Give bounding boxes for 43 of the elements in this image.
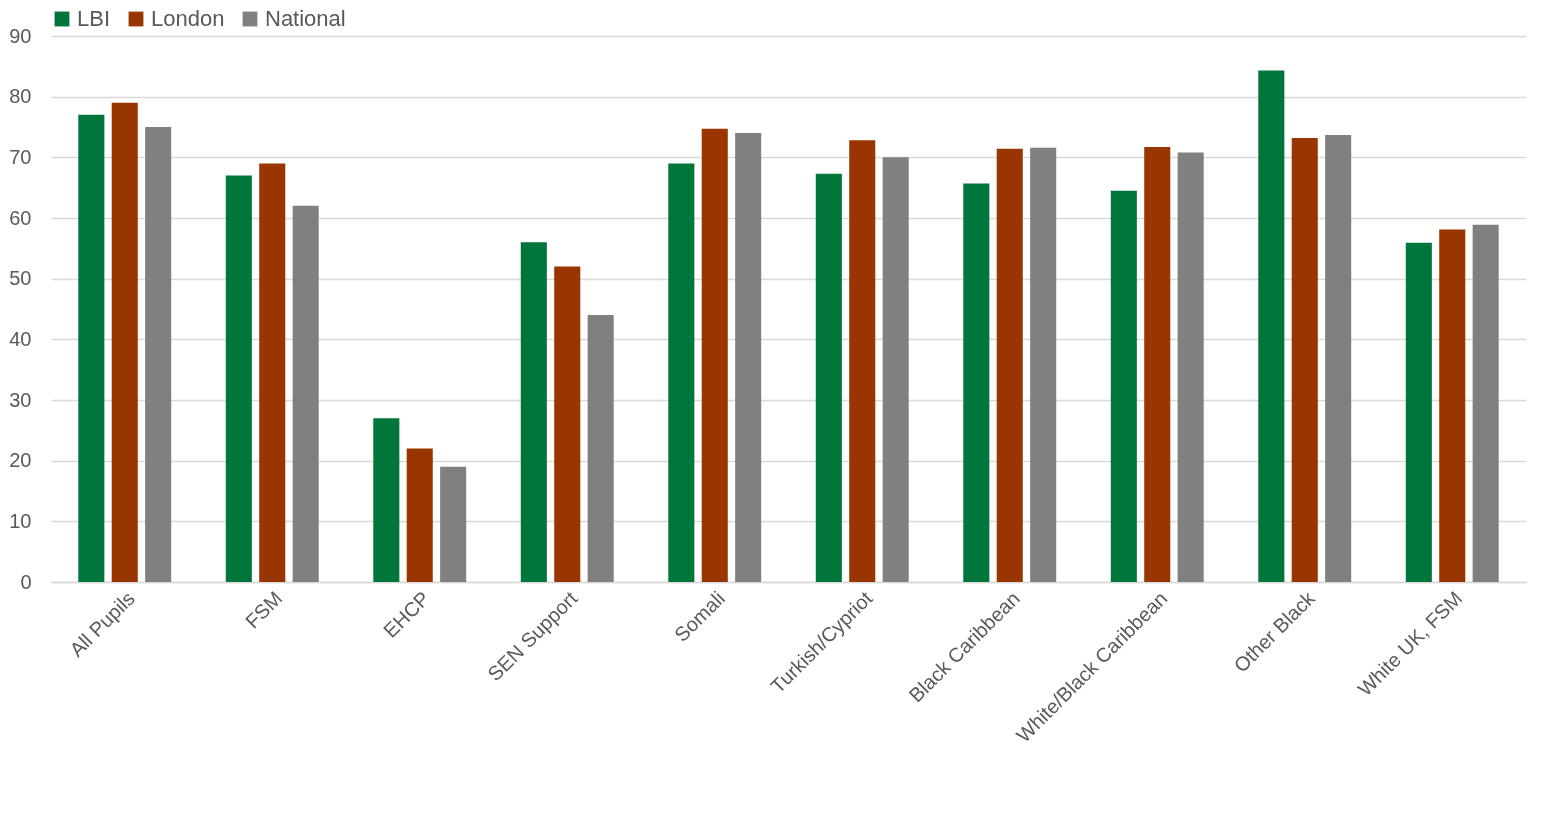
bar [440, 466, 467, 582]
bar [882, 157, 909, 582]
bar [587, 315, 614, 582]
bar [373, 418, 400, 582]
bar [406, 448, 433, 582]
bar [225, 175, 252, 582]
y-tick-label: 70 [9, 145, 32, 168]
bar [1291, 137, 1318, 582]
bar [1439, 229, 1466, 582]
bar [1030, 147, 1057, 582]
bar [292, 205, 319, 582]
y-tick-label: 60 [9, 206, 32, 229]
bar [849, 140, 876, 582]
y-tick-label: 80 [9, 85, 32, 108]
legend-label: London [151, 6, 225, 31]
y-tick-label: 30 [9, 388, 32, 411]
bar [815, 173, 842, 582]
bar [735, 133, 762, 582]
bar [963, 183, 990, 582]
y-tick-label: 50 [9, 267, 32, 290]
bar [554, 266, 581, 582]
bar [1405, 242, 1432, 582]
bar [111, 102, 138, 582]
bar [520, 242, 547, 582]
y-tick-label: 90 [9, 24, 32, 47]
y-tick-label: 20 [9, 449, 32, 472]
bar [78, 114, 105, 582]
y-tick-label: 40 [9, 327, 32, 350]
bar [259, 163, 286, 582]
bar [145, 127, 172, 582]
y-tick-label: 10 [9, 509, 32, 532]
bar [1110, 190, 1137, 582]
bar [1144, 147, 1171, 582]
bar [701, 128, 728, 582]
bar [996, 148, 1023, 582]
bar [668, 163, 695, 582]
bar [1177, 152, 1204, 582]
legend-label: National [265, 6, 346, 31]
bar [1325, 134, 1352, 582]
legend-label: LBI [77, 6, 111, 31]
bar [1472, 224, 1499, 582]
y-tick-label: 0 [20, 570, 32, 593]
bar [1258, 70, 1285, 582]
